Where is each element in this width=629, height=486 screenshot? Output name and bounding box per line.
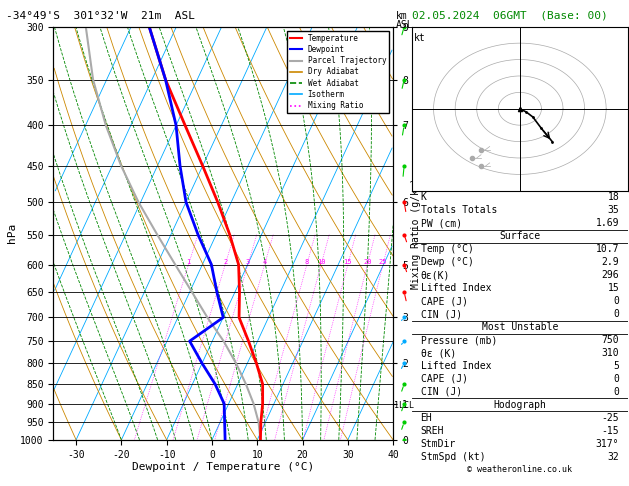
Text: Totals Totals: Totals Totals xyxy=(421,205,497,215)
Text: PW (cm): PW (cm) xyxy=(421,218,462,228)
Text: km: km xyxy=(396,11,408,21)
Text: 8: 8 xyxy=(304,259,309,264)
Text: 310: 310 xyxy=(601,348,619,358)
Text: 317°: 317° xyxy=(596,439,619,449)
Text: Most Unstable: Most Unstable xyxy=(482,322,558,332)
Text: 296: 296 xyxy=(601,270,619,280)
Text: -34°49'S  301°32'W  21m  ASL: -34°49'S 301°32'W 21m ASL xyxy=(6,11,195,21)
Text: 2: 2 xyxy=(223,259,227,264)
Text: 0: 0 xyxy=(613,387,619,397)
Text: 1LCL: 1LCL xyxy=(394,401,415,410)
Text: 0: 0 xyxy=(613,374,619,384)
Text: SREH: SREH xyxy=(421,426,444,436)
Text: 750: 750 xyxy=(601,335,619,345)
Text: -25: -25 xyxy=(601,413,619,423)
Text: K: K xyxy=(421,192,426,202)
X-axis label: Dewpoint / Temperature (°C): Dewpoint / Temperature (°C) xyxy=(132,462,314,472)
Text: 32: 32 xyxy=(608,452,619,462)
Text: CAPE (J): CAPE (J) xyxy=(421,374,467,384)
Text: StmDir: StmDir xyxy=(421,439,456,449)
Text: -15: -15 xyxy=(601,426,619,436)
Text: ASL: ASL xyxy=(396,20,414,31)
Legend: Temperature, Dewpoint, Parcel Trajectory, Dry Adiabat, Wet Adiabat, Isotherm, Mi: Temperature, Dewpoint, Parcel Trajectory… xyxy=(287,31,389,113)
Text: 02.05.2024  06GMT  (Base: 00): 02.05.2024 06GMT (Base: 00) xyxy=(412,11,608,21)
Text: θε (K): θε (K) xyxy=(421,348,456,358)
Text: EH: EH xyxy=(421,413,432,423)
Text: Surface: Surface xyxy=(499,231,540,241)
Text: © weatheronline.co.uk: © weatheronline.co.uk xyxy=(467,465,572,474)
Text: StmSpd (kt): StmSpd (kt) xyxy=(421,452,485,462)
Text: 1: 1 xyxy=(186,259,191,264)
Text: 15: 15 xyxy=(343,259,352,264)
Text: 0: 0 xyxy=(613,309,619,319)
Y-axis label: Mixing Ratio (g/kg): Mixing Ratio (g/kg) xyxy=(411,177,421,289)
Text: Pressure (mb): Pressure (mb) xyxy=(421,335,497,345)
Text: 0: 0 xyxy=(613,296,619,306)
Text: Dewp (°C): Dewp (°C) xyxy=(421,257,474,267)
Text: Temp (°C): Temp (°C) xyxy=(421,244,474,254)
Text: 20: 20 xyxy=(363,259,372,264)
Text: θε(K): θε(K) xyxy=(421,270,450,280)
Text: 2.9: 2.9 xyxy=(601,257,619,267)
Text: Hodograph: Hodograph xyxy=(493,400,547,410)
Text: CAPE (J): CAPE (J) xyxy=(421,296,467,306)
Text: 35: 35 xyxy=(608,205,619,215)
Text: 15: 15 xyxy=(608,283,619,293)
Text: kt: kt xyxy=(414,34,426,43)
Text: 10.7: 10.7 xyxy=(596,244,619,254)
Y-axis label: hPa: hPa xyxy=(8,223,18,243)
Text: 3: 3 xyxy=(246,259,250,264)
Text: 4: 4 xyxy=(262,259,267,264)
Text: 25: 25 xyxy=(379,259,387,264)
Text: CIN (J): CIN (J) xyxy=(421,309,462,319)
Text: Lifted Index: Lifted Index xyxy=(421,283,491,293)
Text: 1.69: 1.69 xyxy=(596,218,619,228)
Text: Lifted Index: Lifted Index xyxy=(421,361,491,371)
Text: 5: 5 xyxy=(613,361,619,371)
Text: 18: 18 xyxy=(608,192,619,202)
Text: 10: 10 xyxy=(317,259,325,264)
Text: CIN (J): CIN (J) xyxy=(421,387,462,397)
